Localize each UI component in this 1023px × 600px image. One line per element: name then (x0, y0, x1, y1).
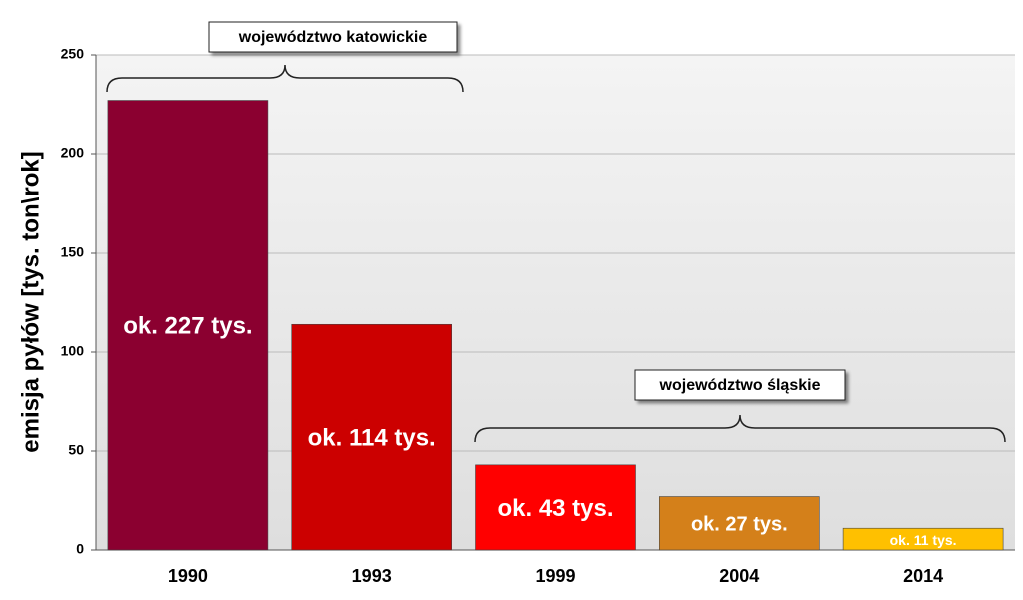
y-tick-label: 200 (61, 145, 85, 161)
x-tick-label: 2004 (719, 566, 759, 586)
y-tick-label: 250 (61, 46, 85, 62)
bar (291, 323, 453, 551)
annotation-box (208, 21, 458, 53)
y-axis-label: emisja pyłów [tys. ton\rok] (17, 151, 44, 452)
bar (658, 496, 820, 551)
y-tick-label: 0 (76, 541, 84, 557)
bar (475, 464, 636, 551)
annotation: województwo katowickie (238, 29, 428, 46)
data-label: ok. 27 tys. (691, 514, 788, 536)
y-tick-label: 150 (61, 244, 85, 260)
data-label: ok. 114 tys. (308, 424, 436, 451)
annotation-box (634, 369, 846, 401)
brace (474, 414, 1006, 443)
data-label: ok. 43 tys. (497, 495, 613, 522)
annotation: województwo śląskie (659, 377, 821, 394)
x-tick-label: 1999 (535, 566, 575, 586)
data-label: ok. 11 tys. (890, 532, 957, 548)
x-tick-label: 1990 (168, 566, 208, 586)
data-label: ok. 227 tys. (123, 313, 252, 340)
bar (842, 527, 1004, 551)
brace (106, 64, 464, 93)
y-tick-label: 100 (61, 343, 85, 359)
x-tick-label: 1993 (352, 566, 392, 586)
x-tick-label: 2014 (903, 566, 943, 586)
y-tick-label: 50 (68, 442, 84, 458)
bar (107, 100, 269, 551)
